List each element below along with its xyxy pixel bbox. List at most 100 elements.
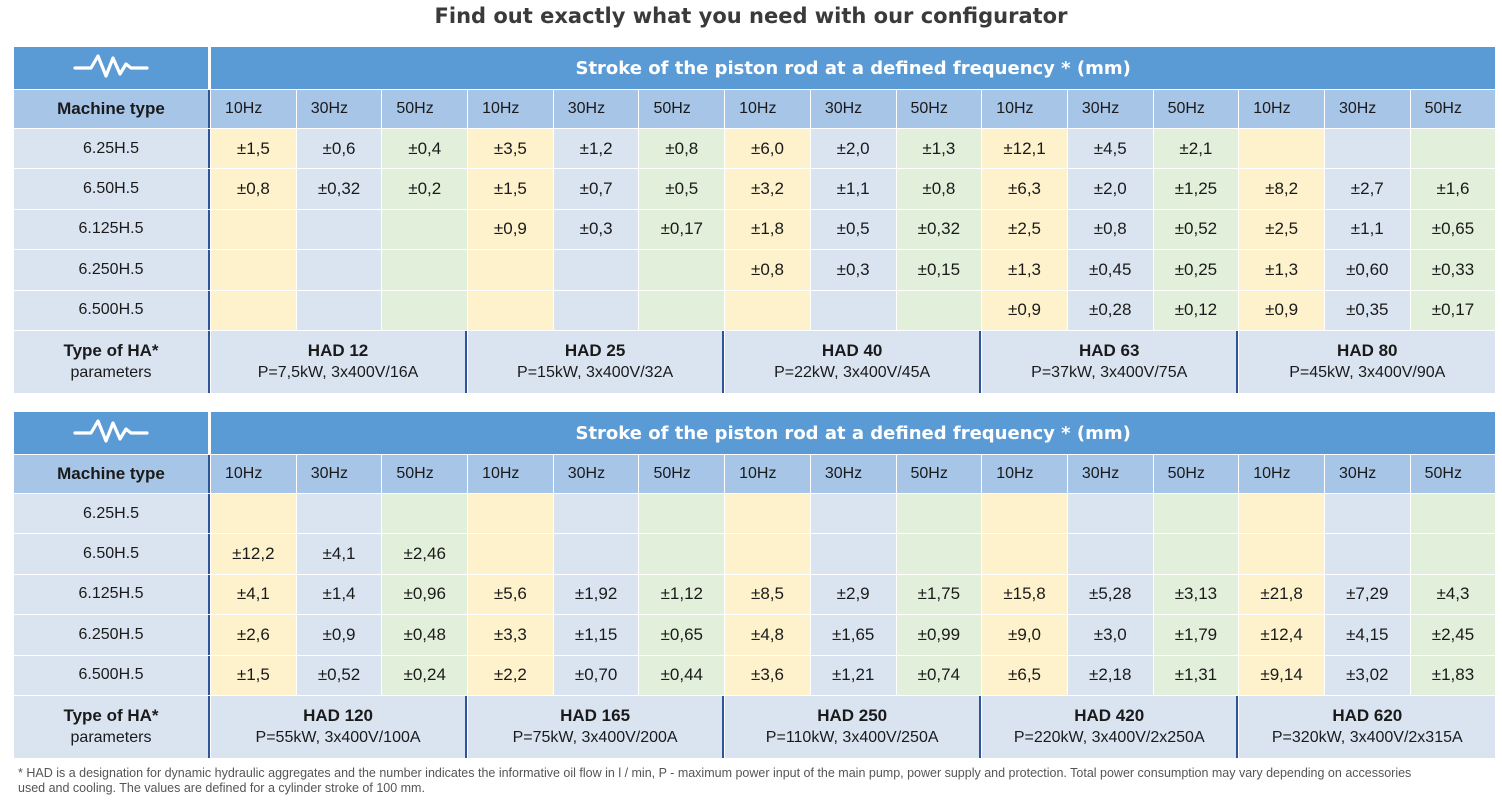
frequency-header: 10Hz [982,90,1067,128]
stroke-value-cell: ±1,5 [211,655,296,695]
stroke-value-cell: ±2,18 [1067,655,1153,695]
stroke-value-cell: ±0,12 [1153,290,1239,330]
frequency-header: 30Hz [1324,455,1410,493]
stroke-value-cell: ±0,9 [982,290,1067,330]
stroke-value-cell [468,494,553,534]
ha-type-name: HAD 420 [1074,705,1145,725]
stroke-value-cell: ±0,52 [1153,209,1239,250]
stroke-value-cell: ±0,8 [1067,209,1153,250]
ha-type-cell: HAD 250 P=110kW, 3x400V/250A [725,695,982,758]
stroke-value-cell: ±0,3 [810,250,896,290]
frequency-header: 10Hz [211,455,296,493]
stroke-value-cell: ±0,33 [1410,250,1496,290]
stroke-value-cell: ±0,74 [896,655,982,695]
frequency-header: 30Hz [553,455,639,493]
stroke-value-cell [211,494,296,534]
stroke-value-cell [725,290,810,330]
stroke-value-cell: ±1,12 [639,574,725,615]
stroke-value-cell: ±1,79 [1153,615,1239,655]
machine-type-label: 6.50H.5 [14,169,210,209]
stroke-value-cell [382,290,468,330]
stroke-value-cell: ±0,65 [1410,209,1496,250]
machine-type-label: 6.125H.5 [14,209,210,250]
frequency-header: 50Hz [639,455,725,493]
stroke-value-cell: ±0,45 [1067,250,1153,290]
stroke-value-cell [382,250,468,290]
stroke-value-cell: ±1,21 [810,655,896,695]
machine-type-label: 6.250H.5 [14,615,210,655]
stroke-value-cell: ±0,9 [1239,290,1324,330]
ha-type-label-line2: parameters [70,363,152,381]
frequency-header: 30Hz [553,90,639,128]
machine-type-label: 6.250H.5 [14,250,210,290]
stroke-value-cell: ±0,96 [382,574,468,615]
waveform-icon [73,418,149,449]
stroke-value-cell [1239,534,1324,574]
stroke-value-cell [1324,129,1410,169]
frequency-header: 10Hz [725,455,810,493]
stroke-value-cell: ±9,14 [1239,655,1324,695]
ha-type-name: HAD 12 [307,340,369,360]
stroke-value-cell: ±9,0 [982,615,1067,655]
stroke-value-cell: ±0,24 [382,655,468,695]
frequency-header: 10Hz [211,90,296,128]
ha-type-parameters: P=15kW, 3x400V/32A [517,363,674,381]
stroke-value-cell: ±4,3 [1410,574,1496,615]
stroke-value-cell: ±1,65 [810,615,896,655]
frequency-header: 10Hz [1239,455,1324,493]
stroke-value-cell: ±0,3 [553,209,639,250]
ha-type-parameters: P=320kW, 3x400V/2x315A [1271,728,1463,746]
stroke-value-cell: ±12,1 [982,129,1067,169]
stroke-value-cell: ±12,2 [211,534,296,574]
stroke-value-cell: ±6,0 [725,129,810,169]
stroke-value-cell: ±0,28 [1067,290,1153,330]
frequency-header: 50Hz [382,90,468,128]
stroke-value-cell: ±4,1 [211,574,296,615]
stroke-value-cell: ±8,2 [1239,169,1324,209]
stroke-value-cell: ±0,60 [1324,250,1410,290]
stroke-value-cell [1067,534,1153,574]
stroke-value-cell [211,209,296,250]
stroke-value-cell: ±3,2 [725,169,810,209]
frequency-header: 30Hz [1067,90,1153,128]
ha-type-name: HAD 40 [821,340,883,360]
frequency-header: 50Hz [896,90,982,128]
ha-type-name: HAD 165 [560,705,631,725]
stroke-value-cell [982,534,1067,574]
stroke-value-cell [1153,494,1239,534]
stroke-value-cell [1410,534,1496,574]
stroke-value-cell [1410,129,1496,169]
stroke-value-cell: ±1,6 [1410,169,1496,209]
stroke-value-cell: ±2,5 [1239,209,1324,250]
stroke-value-cell [296,290,382,330]
stroke-value-cell: ±2,2 [468,655,553,695]
stroke-value-cell [896,494,982,534]
stroke-value-cell: ±0,8 [639,129,725,169]
stroke-value-cell [211,290,296,330]
stroke-value-cell: ±1,2 [553,129,639,169]
stroke-value-cell [896,534,982,574]
table-banner: Stroke of the piston rod at a defined fr… [211,47,1496,89]
stroke-value-cell [1324,534,1410,574]
stroke-value-cell: ±4,8 [725,615,810,655]
frequency-header: 50Hz [639,90,725,128]
stroke-value-cell [468,290,553,330]
ha-type-cell: HAD 40 P=22kW, 3x400V/45A [725,330,982,393]
ha-type-label: Type of HA* parameters [14,330,210,393]
stroke-value-cell [810,534,896,574]
frequency-header: 50Hz [1410,455,1496,493]
stroke-value-cell: ±2,7 [1324,169,1410,209]
stroke-value-cell: ±1,5 [468,169,553,209]
stroke-value-cell: ±0,32 [896,209,982,250]
stroke-value-cell: ±2,45 [1410,615,1496,655]
ha-type-cell: HAD 63 P=37kW, 3x400V/75A [982,330,1239,393]
stroke-value-cell: ±4,5 [1067,129,1153,169]
stroke-value-cell [810,290,896,330]
machine-type-label: 6.500H.5 [14,655,210,695]
ha-type-label-line1: Type of HA* [63,340,159,360]
stroke-value-cell: ±0,32 [296,169,382,209]
stroke-value-cell [639,494,725,534]
stroke-value-cell: ±5,28 [1067,574,1153,615]
stroke-value-cell: ±2,0 [1067,169,1153,209]
ha-type-parameters: P=7,5kW, 3x400V/16A [257,363,419,381]
